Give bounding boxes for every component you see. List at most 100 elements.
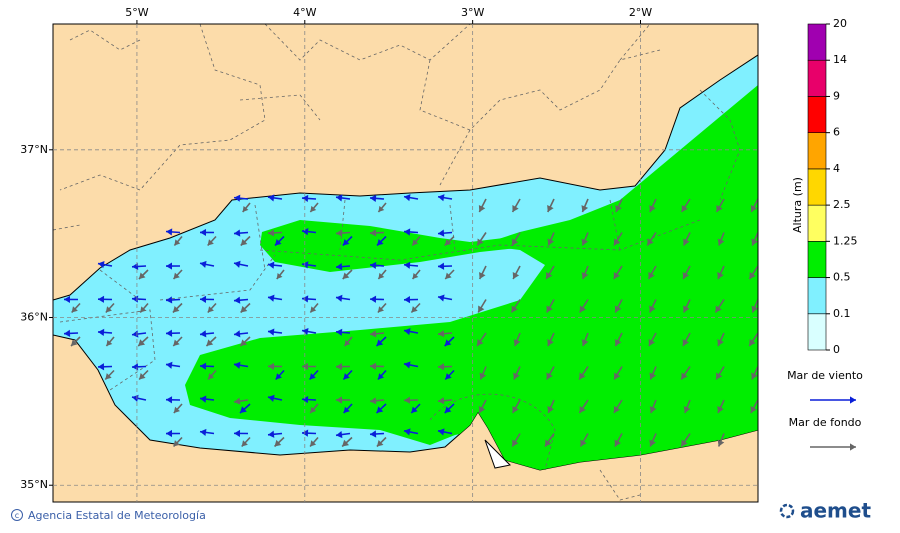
- arrow-head: [404, 296, 411, 304]
- wave-arrow: [97, 261, 113, 269]
- wave-arrow: [444, 369, 455, 381]
- wave-arrow: [240, 302, 251, 314]
- wave-arrow: [369, 362, 385, 370]
- arrow-head: [438, 229, 445, 237]
- wave-arrow: [717, 332, 725, 347]
- arrow-head: [342, 439, 349, 447]
- wave-arrow: [511, 399, 521, 414]
- arrow-head: [377, 306, 384, 313]
- wave-arrow: [173, 235, 183, 247]
- wave-arrow: [233, 330, 249, 338]
- arrow-head: [412, 272, 419, 279]
- wave-arrow: [267, 194, 283, 202]
- graticule: 5°W 4°W 3°W 2°W 37°N 36°N 35°N: [20, 6, 758, 502]
- arrow-head: [716, 205, 723, 212]
- arrow-head: [276, 272, 283, 279]
- wave-arrow: [715, 366, 725, 380]
- wave-arrow: [165, 361, 181, 369]
- arrow-head: [478, 205, 486, 212]
- wave-arrow: [613, 232, 623, 246]
- logo-icon: [779, 503, 795, 519]
- arrow-head: [234, 330, 241, 338]
- wave-arrow: [239, 403, 251, 414]
- wave-arrow: [207, 369, 217, 381]
- arrow-head: [613, 238, 621, 246]
- wave-arrow: [437, 428, 453, 436]
- wave-arrow: [369, 194, 385, 202]
- colorbar-band: [807, 96, 827, 133]
- arrow-head: [166, 361, 173, 369]
- arrow-head: [336, 229, 343, 237]
- arrow-head: [614, 439, 621, 447]
- colorbar-tick-label: 14: [833, 53, 847, 66]
- arrow-head: [377, 373, 384, 380]
- arrow-head: [647, 238, 654, 246]
- wave-arrow: [205, 336, 217, 347]
- arrow-head: [717, 406, 724, 413]
- arrow-head: [681, 372, 688, 380]
- wave-arrow: [511, 433, 521, 447]
- wave-arrow: [403, 428, 419, 436]
- arrow-head: [370, 430, 377, 438]
- wave-arrow: [233, 260, 249, 268]
- wave-arrow: [375, 403, 387, 414]
- wave-arrow: [267, 430, 283, 438]
- arrow-head: [648, 339, 655, 346]
- wave-arrow: [683, 399, 691, 414]
- wave-arrow: [547, 332, 555, 347]
- wave-arrow: [403, 296, 419, 304]
- wave-arrow: [239, 336, 251, 347]
- wave-arrow: [274, 235, 285, 247]
- wave-arrow: [444, 235, 455, 247]
- arrow-head: [615, 205, 622, 212]
- wave-arrow: [613, 399, 623, 414]
- wave-arrow: [267, 229, 283, 237]
- arrow-head: [682, 339, 690, 346]
- arrow-head: [268, 294, 275, 302]
- wave-arrow: [613, 265, 623, 280]
- arrow-head: [200, 330, 207, 338]
- arrow-head: [716, 372, 723, 380]
- arrow-head: [208, 373, 215, 380]
- wave-arrow: [680, 433, 691, 447]
- wave-arrows: [63, 194, 758, 448]
- wave-arrow: [717, 433, 725, 447]
- arrow-head: [546, 272, 553, 279]
- wave-arrow: [578, 366, 589, 380]
- arrow-head: [268, 394, 275, 402]
- arrow-head: [581, 339, 589, 346]
- arrow-head: [370, 330, 377, 338]
- arrow-head: [268, 194, 275, 202]
- arrow-head: [581, 205, 589, 212]
- credit: Agencia Estatal de Meteorología: [28, 509, 206, 522]
- arrow-head: [683, 406, 691, 413]
- wave-arrow: [437, 294, 453, 302]
- wave-arrow: [172, 269, 183, 280]
- wave-arrow: [403, 361, 419, 369]
- arrow-head: [751, 372, 758, 380]
- wave-arrow: [309, 202, 319, 213]
- wave-arrow: [276, 269, 285, 280]
- arrow-head: [166, 329, 173, 337]
- wave-arrow: [680, 198, 691, 213]
- wave-arrow: [70, 336, 81, 347]
- arrow-head: [302, 395, 309, 404]
- arrow-head: [71, 339, 78, 346]
- arrow-head: [275, 373, 282, 380]
- arrow-head: [546, 305, 553, 313]
- arrow-head: [412, 239, 419, 246]
- arrow-head: [404, 396, 411, 404]
- wave-arrow: [343, 336, 353, 347]
- wave-arrow: [342, 369, 353, 381]
- wave-arrow: [410, 403, 421, 414]
- arrow-head: [370, 362, 377, 370]
- colorbar-tick-label: 4: [833, 162, 840, 175]
- wave-arrow: [97, 328, 113, 336]
- arrow-head: [302, 261, 309, 269]
- arrow-head: [438, 363, 445, 371]
- wave-arrow: [369, 330, 385, 338]
- arrow-head: [438, 428, 445, 436]
- arrow-head: [200, 428, 207, 436]
- arrow-head: [512, 238, 519, 246]
- arrow-head: [477, 238, 484, 246]
